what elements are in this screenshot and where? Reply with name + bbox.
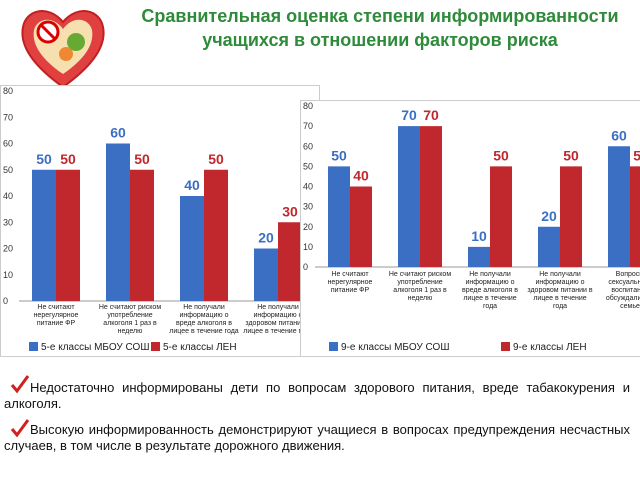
x-tick-label: Не получали информацию о вреде алкоголя … <box>462 271 518 310</box>
y-tick-label: 60 <box>3 139 13 149</box>
legend-swatch <box>151 342 160 351</box>
y-tick-label: 10 <box>303 242 313 252</box>
data-label: 50 <box>60 151 76 167</box>
data-label: 20 <box>541 208 557 224</box>
data-label: 40 <box>184 177 200 193</box>
bar <box>468 246 490 267</box>
data-label: 50 <box>563 147 579 163</box>
bar <box>106 143 130 301</box>
bar <box>608 146 630 267</box>
y-tick-label: 80 <box>3 86 13 96</box>
bar <box>328 166 350 267</box>
data-label: 50 <box>36 151 52 167</box>
y-tick-label: 0 <box>303 262 308 272</box>
note: Недостаточно информированы дети по вопро… <box>4 380 630 411</box>
legend-label: 9-е классы МБОУ СОШ <box>341 342 450 353</box>
data-label: 50 <box>331 147 347 163</box>
chart: 0 10 20 30 40 50 60 70 80 50 40 70 70 10 50 20 50 60 50 <box>303 101 640 272</box>
x-tick-label: Не получали информацию о здоровом питани… <box>527 271 593 310</box>
check-icon <box>10 419 30 438</box>
chart: 0 10 20 30 40 50 60 70 80 50 50 60 50 40 50 20 30 <box>3 86 319 306</box>
data-label: 10 <box>471 228 487 244</box>
y-tick-label: 30 <box>303 202 313 212</box>
y-tick-label: 50 <box>303 161 313 171</box>
data-label: 60 <box>110 125 126 141</box>
data-label: 70 <box>401 107 417 123</box>
data-label: 50 <box>134 151 150 167</box>
bar <box>32 169 56 301</box>
x-tick-label: Не получали информацию о вреде алкоголя … <box>169 304 239 335</box>
y-tick-label: 20 <box>3 244 13 254</box>
legend-item: 9-е классы ЛЕН <box>501 342 587 353</box>
bar <box>538 226 560 267</box>
legend-item: 5-е классы ЛЕН <box>151 342 237 353</box>
x-tick-label: Не считают риском употребление алкоголя … <box>388 271 452 302</box>
bar <box>56 169 80 301</box>
chart-panel: 0 10 20 30 40 50 60 70 80 50 50 60 50 40 50 20 30 Не счит… <box>0 85 320 357</box>
y-tick-label: 70 <box>3 112 13 122</box>
data-label: 60 <box>611 127 627 143</box>
y-tick-label: 20 <box>303 222 313 232</box>
bar <box>254 248 278 301</box>
legend-swatch <box>329 342 338 351</box>
legend-label: 5-е классы ЛЕН <box>163 342 237 353</box>
data-label: 70 <box>423 107 439 123</box>
y-tick-label: 10 <box>3 270 13 280</box>
y-tick-label: 70 <box>303 121 313 131</box>
data-label: 50 <box>633 147 640 163</box>
data-label: 40 <box>353 168 369 184</box>
heart-logo <box>21 10 105 89</box>
legend-label: 9-е классы ЛЕН <box>513 342 587 353</box>
legend-item: 9-е классы МБОУ СОШ <box>329 342 450 353</box>
y-tick-label: 80 <box>303 101 313 111</box>
y-tick-label: 60 <box>303 141 313 151</box>
legend-swatch <box>501 342 510 351</box>
check-icon <box>10 375 30 394</box>
legend-label: 5-е классы МБОУ СОШ <box>41 342 150 353</box>
bar <box>490 166 512 267</box>
bar <box>278 222 302 301</box>
bar <box>420 126 442 267</box>
bar <box>130 169 154 301</box>
x-tick-label: Не считают нерегулярное питание ФР <box>327 271 373 294</box>
bar <box>350 186 372 267</box>
bar <box>204 169 228 301</box>
y-tick-label: 0 <box>3 296 8 306</box>
data-label: 50 <box>493 147 509 163</box>
legend-item: 5-е классы МБОУ СОШ <box>29 342 150 353</box>
bar <box>398 126 420 267</box>
data-label: 30 <box>282 203 298 219</box>
slide-title: Сравнительная оценка степени информирова… <box>141 6 619 50</box>
bar <box>630 166 640 267</box>
y-tick-label: 30 <box>3 217 13 227</box>
legend-swatch <box>29 342 38 351</box>
chart-panel: 0 10 20 30 40 50 60 70 80 50 40 70 70 10 50 20 50 60 50 Не … <box>300 100 640 357</box>
y-tick-label: 50 <box>3 165 13 175</box>
data-label: 20 <box>258 230 274 246</box>
x-tick-label: Не считают нерегулярное питание ФР <box>33 304 79 327</box>
y-tick-label: 40 <box>303 182 313 192</box>
data-label: 50 <box>208 151 224 167</box>
x-tick-label: Не получали информацию о здоровом питани… <box>243 304 313 335</box>
y-tick-label: 40 <box>3 191 13 201</box>
bar <box>180 196 204 301</box>
x-tick-label: Вопросы сексуального воспитания обсуждал… <box>605 271 640 310</box>
bar <box>560 166 582 267</box>
note: Высокую информированность демонстрируют … <box>4 422 630 453</box>
x-tick-label: Не считают риском употребление алкоголя … <box>98 304 162 335</box>
